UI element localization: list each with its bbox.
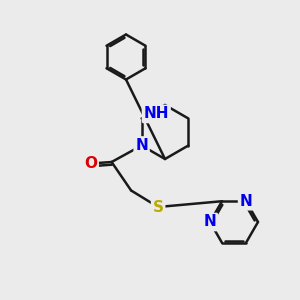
Text: O: O — [84, 156, 97, 171]
Text: S: S — [153, 200, 164, 214]
Text: N: N — [135, 138, 148, 153]
Text: NH: NH — [143, 106, 169, 122]
Text: N: N — [204, 214, 216, 230]
Text: N: N — [240, 194, 252, 209]
